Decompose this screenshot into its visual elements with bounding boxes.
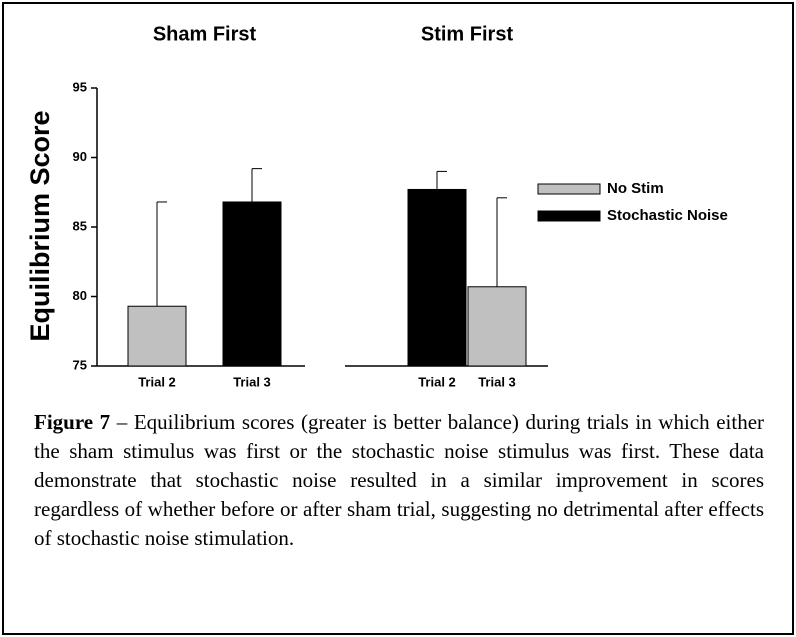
panel-title: Sham First [153, 23, 257, 45]
legend-label: No Stim [607, 180, 664, 197]
y-tick-label: 75 [73, 357, 87, 372]
legend-swatch [537, 183, 601, 195]
x-tick-label: Trial 3 [233, 374, 271, 389]
x-tick-label: Trial 2 [418, 374, 456, 389]
caption-text: – Equilibrium scores (greater is better … [34, 410, 765, 550]
y-axis-label: Equilibrium Score [25, 110, 55, 341]
legend-swatch [537, 210, 601, 222]
y-tick-label: 95 [73, 79, 87, 94]
y-tick-label: 80 [73, 288, 87, 303]
bar [467, 286, 527, 367]
x-tick-label: Trial 2 [138, 374, 176, 389]
y-tick-label: 90 [73, 149, 87, 164]
bar [407, 188, 467, 367]
x-tick-label: Trial 3 [478, 374, 516, 389]
bar [222, 201, 282, 367]
y-tick-label: 85 [73, 218, 87, 233]
legend-label: Stochastic Noise [607, 207, 728, 224]
bar [127, 305, 187, 367]
panel-title: Stim First [421, 23, 514, 45]
caption: Figure 7 – Equilibrium scores (greater i… [34, 408, 764, 553]
caption-label: Figure 7 [34, 410, 111, 434]
